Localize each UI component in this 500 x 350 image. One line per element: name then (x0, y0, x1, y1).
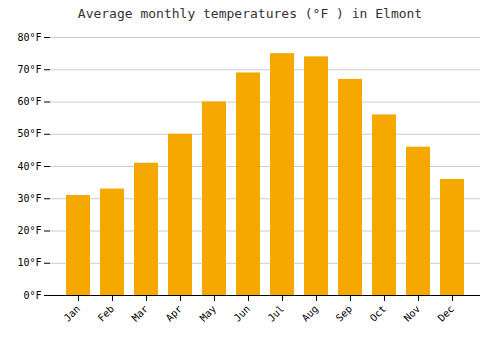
svg-text:20°F: 20°F (17, 225, 41, 236)
svg-text:Jul: Jul (266, 303, 287, 324)
svg-text:Apr: Apr (164, 303, 185, 324)
svg-text:80°F: 80°F (17, 32, 41, 43)
svg-text:May: May (198, 303, 219, 324)
svg-text:Mar: Mar (130, 303, 151, 324)
svg-text:Oct: Oct (368, 303, 389, 324)
html-text:Average monthly temperatures (: Average monthly temperatures (°F ) in El… (77, 6, 423, 21)
svg-text:40°F: 40°F (17, 161, 41, 172)
svg-text:Sep: Sep (334, 303, 355, 324)
svg-text:60°F: 60°F (17, 96, 41, 107)
svg-text:30°F: 30°F (17, 193, 41, 204)
svg-text:Jan: Jan (62, 303, 83, 324)
svg-text:Jun: Jun (232, 303, 253, 324)
svg-text:10°F: 10°F (17, 257, 41, 268)
svg-text:Aug: Aug (300, 303, 321, 324)
svg-text:50°F: 50°F (17, 128, 41, 139)
svg-text:Nov: Nov (402, 303, 423, 324)
svg-text:70°F: 70°F (17, 64, 41, 75)
svg-text:Dec: Dec (436, 303, 457, 324)
svg-text:Feb: Feb (96, 303, 117, 324)
svg-text:0°F: 0°F (23, 290, 41, 301)
